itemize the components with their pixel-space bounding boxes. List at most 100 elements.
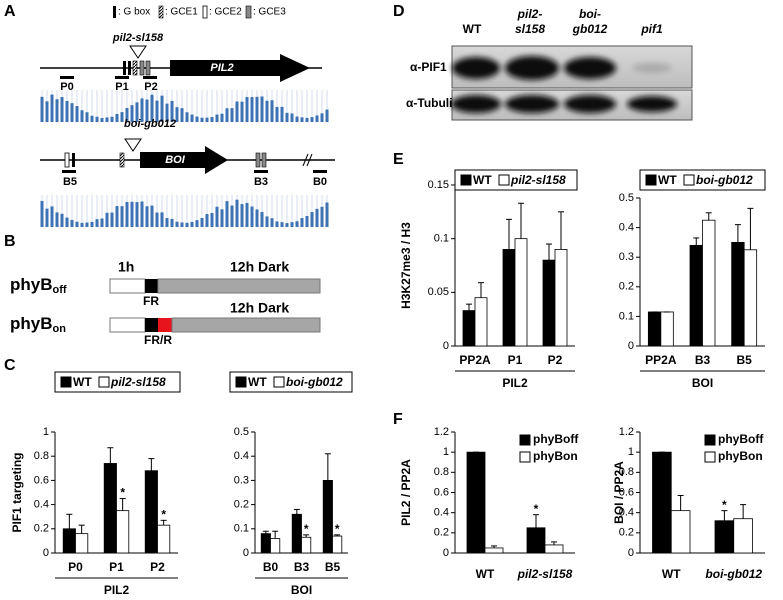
track-bar — [180, 222, 184, 227]
error-bar — [491, 545, 497, 548]
track-bar — [290, 222, 294, 227]
track-bar — [250, 206, 254, 227]
error-bar — [119, 498, 126, 511]
y-tick-label: 0.8 — [34, 450, 49, 462]
y-tick-label: 0.2 — [619, 527, 634, 539]
y-tick-label: 0.2 — [234, 499, 249, 511]
y-tick-label: 0.1 — [619, 310, 634, 322]
x-axis-title: BOI — [291, 583, 312, 597]
track-bar — [150, 94, 154, 122]
x-tick-label: B5 — [325, 560, 341, 574]
track-bar — [190, 114, 194, 122]
bar — [291, 513, 302, 554]
track-bar — [80, 110, 84, 122]
significance: * — [161, 508, 166, 522]
light-duration: 1h — [118, 259, 134, 275]
bar — [301, 536, 312, 554]
track-bar — [45, 208, 49, 227]
error-bar — [740, 504, 747, 519]
track-bar — [240, 101, 244, 122]
bar — [502, 248, 516, 347]
y-tick-label: 0 — [628, 547, 634, 559]
track-bar — [310, 212, 314, 227]
track-bar — [300, 218, 304, 227]
gene-pil2: PIL2 pil2-sl158 P0 P1 P2 — [40, 32, 322, 93]
treatment: FR — [143, 294, 159, 308]
track-bar — [195, 116, 199, 122]
lane-label: WT — [463, 22, 482, 36]
track-bar — [185, 222, 189, 227]
legend-swatch — [704, 451, 716, 463]
panel-label: C — [4, 357, 16, 374]
legend-label: boi-gb012 — [286, 375, 343, 389]
subscript: off — [53, 284, 67, 296]
track-bar — [155, 100, 159, 122]
y-tick-label: 0.2 — [34, 523, 49, 535]
track-bar — [230, 108, 234, 122]
significance: * — [304, 522, 309, 536]
mutant-label: pil2-sl158 — [112, 32, 164, 44]
x-tick-label: B0 — [263, 560, 279, 574]
track-bar — [205, 117, 209, 122]
legend-label: pil2-sl158 — [510, 173, 566, 187]
element-legend: : G box : GCE1 : GCE2 : GCE3 — [113, 5, 286, 19]
y-tick-label: 0.4 — [434, 507, 449, 519]
region-label: P0 — [60, 81, 73, 93]
y-tick-label: 0 — [443, 340, 449, 352]
track-bar — [115, 206, 119, 227]
y-tick-label: 0.5 — [619, 192, 634, 204]
error-bar — [705, 212, 712, 221]
track-bar — [140, 201, 144, 227]
y-tick-label: 1 — [443, 446, 449, 458]
track-bar — [105, 212, 109, 227]
track-bar — [120, 206, 124, 227]
lane-label: pif1 — [640, 22, 663, 36]
track-bar — [65, 100, 69, 122]
panel-label: E — [393, 151, 404, 168]
track-bar — [290, 113, 294, 122]
y-tick-label: 0.8 — [434, 466, 449, 478]
significance: * — [335, 522, 340, 536]
legend-swatch — [645, 174, 657, 186]
x-tick-label: PP2A — [645, 353, 677, 367]
bar — [260, 533, 271, 554]
legend-swatch — [519, 451, 531, 463]
error-bar — [546, 243, 552, 261]
bar — [322, 479, 333, 554]
track-bar — [170, 218, 174, 227]
y-tick-label: 0 — [243, 547, 249, 559]
error-bar — [533, 514, 539, 528]
legend-box — [454, 169, 578, 191]
legend-box — [229, 371, 353, 393]
panel-label: B — [4, 233, 16, 250]
treatment: FR/R — [144, 333, 172, 347]
western-blot: WT pil2- sl158 boi- gb012 pif1 α-PIF1 α-… — [406, 7, 693, 121]
track-bar — [305, 215, 309, 227]
track-bar — [160, 212, 164, 227]
legend-label: phyBon — [533, 449, 578, 463]
bar — [116, 510, 130, 554]
error-bar — [303, 534, 310, 538]
track-bar — [320, 113, 324, 122]
track-bar — [80, 222, 84, 227]
legend-swatch — [704, 434, 716, 446]
track-bar — [210, 212, 214, 227]
track-bar — [125, 201, 129, 227]
legend-label: WT — [248, 375, 267, 389]
track-bar — [225, 201, 229, 227]
track-bar — [305, 117, 309, 122]
y-tick-label: 0 — [628, 340, 634, 352]
legend-swatch — [273, 376, 285, 388]
bar — [647, 311, 662, 347]
track-bar — [100, 218, 104, 227]
track-bar — [110, 116, 114, 122]
dark-duration: 12h Dark — [230, 259, 289, 275]
error-bar — [693, 237, 700, 246]
legend-swatch — [235, 376, 247, 388]
legend-label: boi-gb012 — [696, 173, 753, 187]
gene-name: BOI — [165, 154, 186, 166]
track-bar — [220, 113, 224, 122]
y-tick-label: 0.1 — [434, 233, 449, 245]
track-bar — [270, 218, 274, 227]
x-tick-label: P1 — [508, 353, 523, 367]
